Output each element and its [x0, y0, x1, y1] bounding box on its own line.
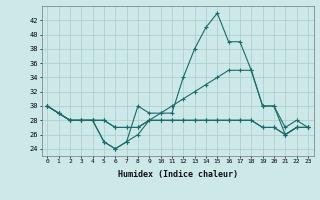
X-axis label: Humidex (Indice chaleur): Humidex (Indice chaleur)	[118, 170, 237, 179]
